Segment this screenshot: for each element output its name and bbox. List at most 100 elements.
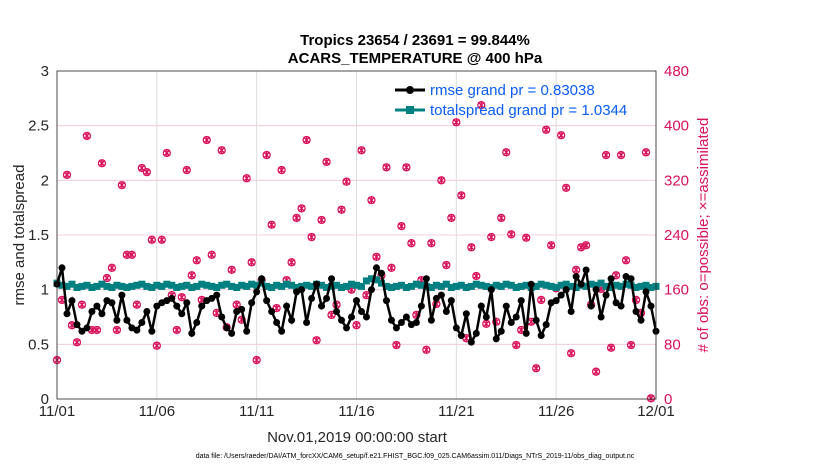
rmse-point xyxy=(228,329,236,337)
rmse-point xyxy=(607,275,615,283)
rmse-point xyxy=(457,332,465,340)
totalspread-point xyxy=(93,282,101,290)
totalspread-point xyxy=(447,283,455,291)
rmse-point xyxy=(303,318,311,326)
totalspread-point xyxy=(308,282,316,290)
obs-assimilated-marker xyxy=(447,214,455,222)
totalspread-point xyxy=(642,281,650,289)
obs-assimilated-marker xyxy=(173,326,181,334)
obs-assimilated-marker xyxy=(203,136,211,144)
totalspread-point xyxy=(88,283,96,291)
rmse-point xyxy=(477,302,485,310)
totalspread-point xyxy=(457,281,465,289)
obs-assimilated-marker xyxy=(118,181,126,189)
totalspread-point xyxy=(333,281,341,289)
rmse-point xyxy=(198,302,206,310)
rmse-point xyxy=(602,291,610,299)
obs-assimilated-marker xyxy=(73,338,81,346)
chart-title-line2: ACARS_TEMPERATURE @ 400 hPa xyxy=(288,50,543,67)
obs-assimilated-marker xyxy=(318,216,326,224)
rmse-point xyxy=(372,264,380,272)
obs-assimilated-marker xyxy=(278,166,286,174)
rmse-point xyxy=(273,318,281,326)
rmse-point xyxy=(338,316,346,324)
rmse-point xyxy=(268,308,276,316)
rmse-point xyxy=(432,294,440,302)
totalspread-point xyxy=(407,282,415,290)
rmse-point xyxy=(497,327,505,335)
obs-assimilated-marker xyxy=(452,118,460,126)
obs-assimilated-marker xyxy=(382,163,390,171)
totalspread-point xyxy=(632,283,640,291)
rmse-point xyxy=(193,318,201,326)
rmse-point xyxy=(308,294,316,302)
obs-assimilated-marker xyxy=(148,236,156,244)
obs-assimilated-marker xyxy=(288,258,296,266)
rmse-point xyxy=(582,266,590,274)
totalspread-point xyxy=(452,282,460,290)
totalspread-point xyxy=(432,281,440,289)
totalspread-point xyxy=(263,282,271,290)
obs-assimilated-marker xyxy=(58,296,66,304)
obs-assimilated-marker xyxy=(427,239,435,247)
totalspread-point xyxy=(318,281,326,289)
rmse-point xyxy=(467,338,475,346)
totalspread-point xyxy=(512,283,520,291)
totalspread-point xyxy=(63,282,71,290)
obs-assimilated-marker xyxy=(647,394,655,402)
totalspread-point xyxy=(497,282,505,290)
totalspread-point xyxy=(58,281,66,289)
x-tick-label: 11/11 xyxy=(239,403,274,420)
rmse-point xyxy=(617,302,625,310)
obs-assimilated-marker xyxy=(193,256,201,264)
totalspread-point xyxy=(98,280,106,288)
rmse-point xyxy=(557,291,565,299)
rmse-point xyxy=(83,324,91,332)
totalspread-point xyxy=(248,280,256,288)
rmse-point xyxy=(173,302,181,310)
x-tick-label: 11/16 xyxy=(338,403,374,420)
totalspread-point xyxy=(372,276,380,284)
rmse-point xyxy=(532,316,540,324)
totalspread-point xyxy=(552,283,560,291)
rmse-point xyxy=(487,286,495,294)
totalspread-point xyxy=(462,283,470,291)
rmse-point xyxy=(592,286,600,294)
obs-assimilated-marker xyxy=(263,151,271,159)
rmse-point xyxy=(507,318,515,326)
totalspread-point xyxy=(382,282,390,290)
obs-assimilated-marker xyxy=(108,264,116,272)
rmse-point xyxy=(437,291,445,299)
totalspread-point xyxy=(602,282,610,290)
totalspread-point xyxy=(223,280,231,288)
obs-assimilated-marker xyxy=(368,196,375,204)
rmse-point xyxy=(492,335,500,343)
legend: rmse grand pr = 0.83038 totalspread gran… xyxy=(395,82,627,119)
totalspread-point xyxy=(163,280,171,288)
totalspread-point xyxy=(467,282,475,290)
rmse-point xyxy=(647,302,655,310)
obs-assimilated-marker xyxy=(407,239,415,247)
rmse-point xyxy=(632,308,640,316)
obs-assimilated-marker xyxy=(178,293,186,301)
obs-assimilated-marker xyxy=(163,149,171,157)
y-tick-label: 1.5 xyxy=(28,227,49,244)
rmse-point xyxy=(353,297,360,305)
ticks: 11/01 11/06 11/11 11/16 11/21 11/26 12/0100.51… xyxy=(28,63,689,420)
totalspread-point xyxy=(253,281,261,289)
totalspread-point xyxy=(143,282,151,290)
rmse-point xyxy=(108,299,116,307)
rmse-point xyxy=(88,308,96,316)
totalspread-point xyxy=(213,283,221,291)
obs-assimilated-marker xyxy=(402,163,410,171)
rmse-point xyxy=(283,302,291,310)
totalspread-point xyxy=(348,280,356,288)
rmse-point xyxy=(542,321,550,329)
rmse-point xyxy=(442,308,450,316)
totalspread-point xyxy=(303,281,311,289)
totalspread-point xyxy=(158,282,166,290)
rmse-point xyxy=(472,329,480,337)
obs-assimilated-marker xyxy=(83,132,91,140)
rmse-point xyxy=(123,316,131,324)
totalspread-point xyxy=(183,281,191,289)
